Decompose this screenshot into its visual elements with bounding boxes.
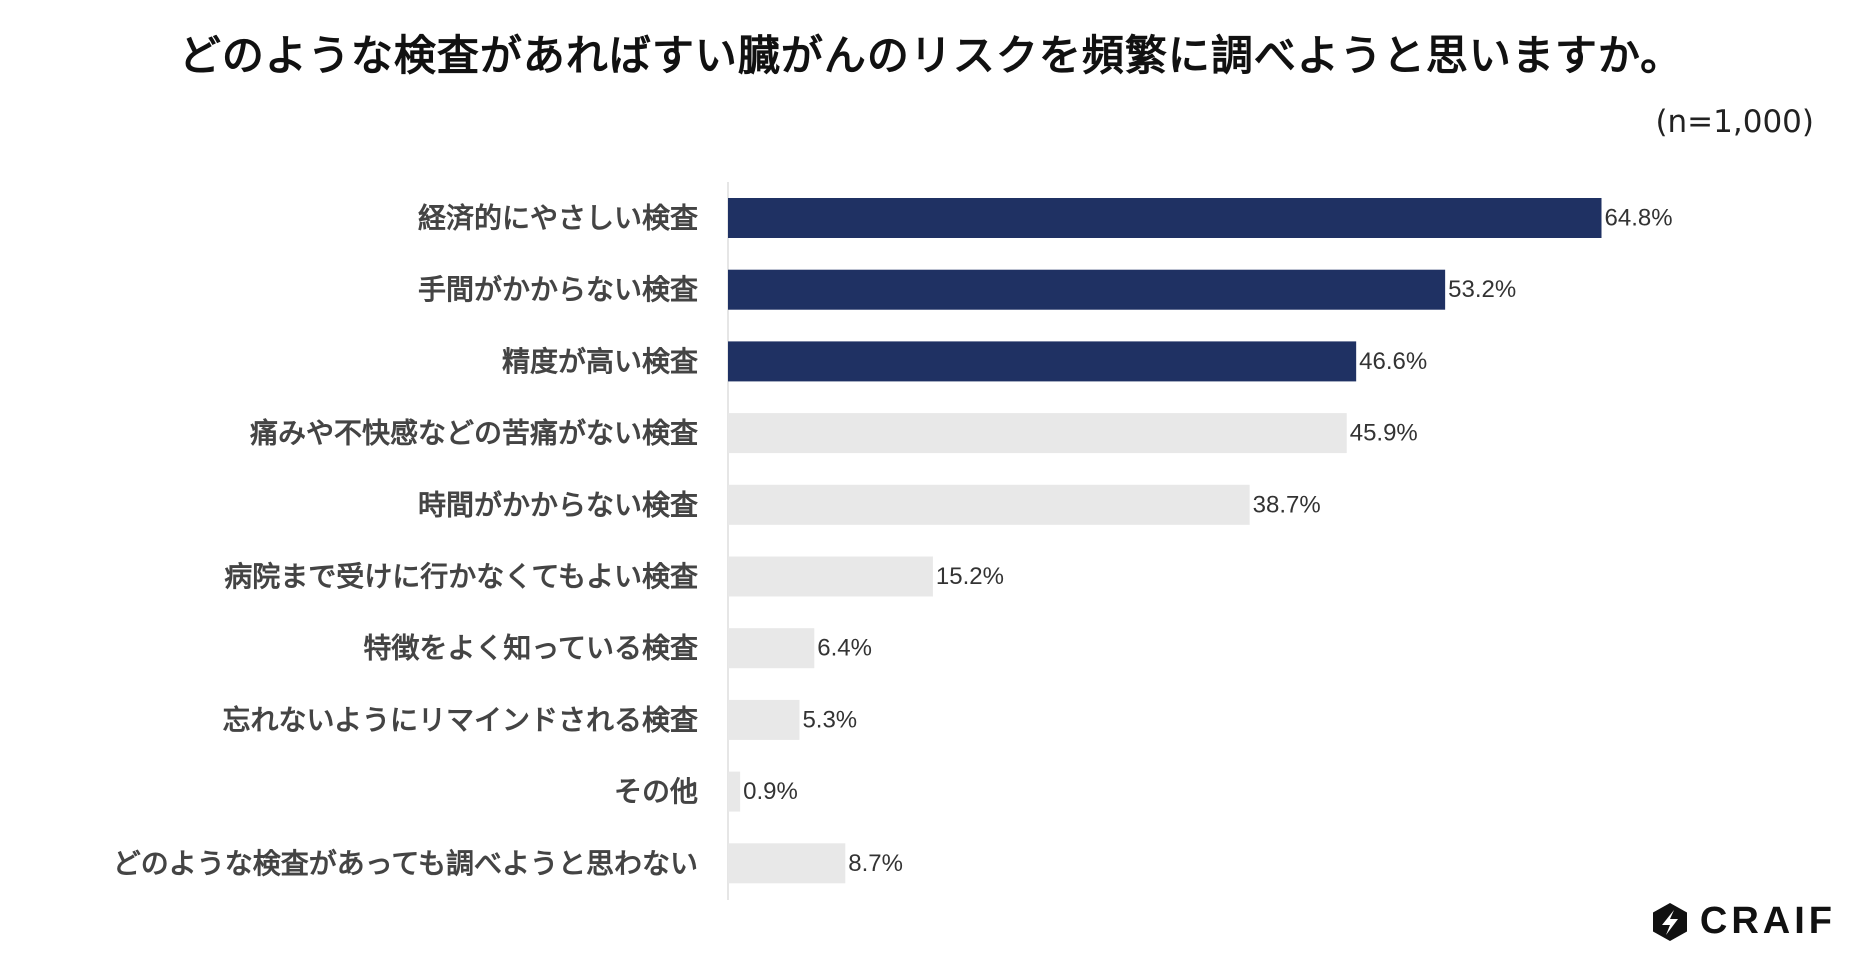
bar <box>728 628 815 669</box>
category-label: 精度が高い検査 <box>502 345 698 378</box>
sample-size-label: (n=1,000) <box>1655 104 1814 140</box>
bar <box>728 843 846 884</box>
category-label: 経済的にやさしい検査 <box>418 202 698 235</box>
category-label: 時間がかからない検査 <box>418 488 698 521</box>
craif-logo-icon <box>1652 902 1687 941</box>
bar <box>728 269 1446 310</box>
brand-name: CRAIF <box>1699 900 1836 942</box>
bar <box>728 699 800 740</box>
value-label: 46.6% <box>1359 348 1427 375</box>
category-label: 手間がかからない検査 <box>418 273 698 306</box>
category-label: 痛みや不快感などの苦痛がない検査 <box>250 417 698 450</box>
chart-title: どのような検査があればすい臓がんのリスクを頻繁に調べようと思いますか。 <box>178 31 1684 80</box>
bar <box>728 413 1347 454</box>
brand-logo: CRAIF <box>1650 900 1836 943</box>
value-label: 64.8% <box>1605 205 1673 232</box>
category-label: どのような検査があっても調べようと思わない <box>113 847 698 880</box>
category-label: その他 <box>614 775 698 808</box>
bar <box>728 556 933 597</box>
bar <box>728 341 1357 382</box>
value-label: 45.9% <box>1350 420 1418 447</box>
bar <box>728 771 741 812</box>
value-label: 53.2% <box>1448 276 1516 303</box>
category-label: 特徴をよく知っている検査 <box>363 632 698 665</box>
value-label: 0.9% <box>743 778 798 805</box>
value-label: 5.3% <box>802 706 857 733</box>
category-label: 病院まで受けに行かなくてもよい検査 <box>224 560 698 593</box>
category-label: 忘れないようにリマインドされる検査 <box>223 703 698 736</box>
bar <box>728 198 1602 238</box>
value-label: 15.2% <box>936 563 1004 590</box>
value-label: 8.7% <box>848 850 903 877</box>
bar <box>728 484 1250 525</box>
value-label: 6.4% <box>817 635 872 662</box>
value-label: 38.7% <box>1253 491 1321 518</box>
